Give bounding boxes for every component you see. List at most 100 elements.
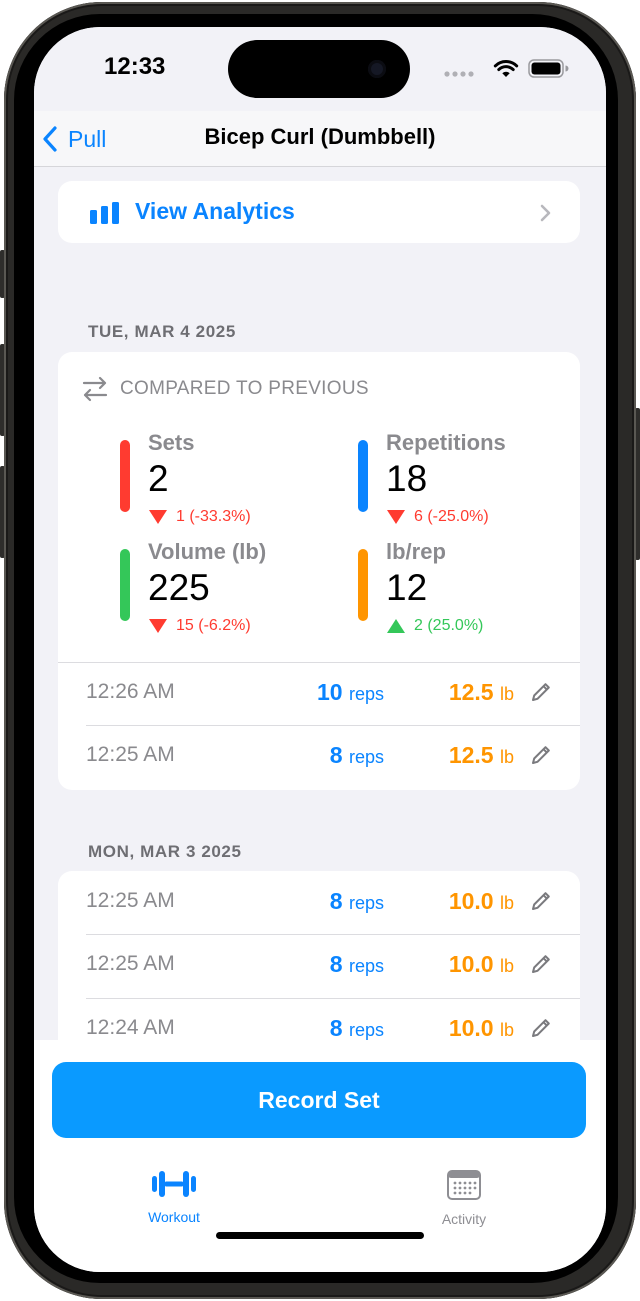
reps-value: 8 (329, 951, 343, 977)
view-analytics-label: View Analytics (135, 198, 295, 224)
reps-unit: reps (348, 893, 384, 913)
reps-unit: reps (348, 956, 384, 976)
tab-label: Workout (148, 1209, 200, 1225)
home-indicator[interactable] (216, 1232, 424, 1239)
weight-unit: lb (499, 747, 514, 767)
stat-value: 18 (386, 458, 428, 499)
weight-value: 10.0 (448, 1015, 494, 1040)
section-date-header: MON, MAR 3 2025 (88, 842, 242, 861)
weight-value: 12.5 (448, 742, 494, 768)
set-row[interactable]: 12:26 AM 10 reps 12.5 lb (58, 662, 580, 725)
page-title: Bicep Curl (Dumbbell) (204, 124, 436, 149)
tab-workout[interactable]: Workout (104, 1170, 244, 1225)
stat-color-bar (120, 549, 130, 621)
triangle-down-icon (149, 510, 167, 524)
volume-down-button (0, 466, 5, 558)
reps-value: 8 (329, 888, 343, 914)
bar-chart-icon (90, 202, 119, 224)
calendar-icon (447, 1170, 481, 1200)
stat-label: Volume (lb) (148, 539, 267, 564)
tab-label: Activity (441, 1211, 487, 1227)
set-row[interactable]: 12:25 AM 8 reps 12.5 lb (58, 725, 580, 788)
set-weight: 12.5 lb (449, 679, 514, 706)
stat-change: 6 (-25.0%) (386, 508, 489, 526)
record-set-button[interactable]: Record Set (52, 1062, 586, 1138)
stat-label: Repetitions (386, 430, 506, 455)
set-time: 12:25 AM (86, 952, 175, 975)
set-time: 12:24 AM (86, 1016, 175, 1039)
stat-value: 225 (148, 567, 210, 608)
tab-bar: Workout Activity (34, 1140, 606, 1272)
set-reps: 10 reps (317, 679, 384, 706)
power-button (635, 408, 640, 560)
triangle-up-icon (387, 619, 405, 633)
navigation-bar: Pull Bicep Curl (Dumbbell) (34, 111, 606, 167)
reps-value: 8 (329, 742, 343, 768)
screen: 12:33 Pull Bice (34, 27, 606, 1272)
set-time: 12:25 AM (86, 889, 175, 912)
pencil-icon[interactable] (530, 1017, 552, 1039)
stat-change-text: 15 (-6.2%) (176, 617, 251, 634)
camera-icon (368, 60, 386, 78)
set-weight: 10.0 lb (449, 1015, 514, 1040)
reps-value: 10 (317, 679, 343, 705)
set-row[interactable]: 12:25 AM 8 reps 10.0 lb (58, 934, 580, 997)
section-date-header: TUE, MAR 4 2025 (88, 322, 236, 341)
row-divider (58, 662, 580, 663)
volume-up-button (0, 344, 5, 436)
pencil-icon[interactable] (530, 681, 552, 703)
stat-label: Sets (148, 430, 195, 455)
stat-color-bar (358, 549, 368, 621)
set-reps: 8 reps (330, 951, 384, 978)
battery-icon (528, 59, 569, 78)
action-button (0, 250, 5, 298)
row-divider (86, 934, 580, 935)
status-time: 12:33 (104, 53, 166, 80)
stat-color-bar (120, 440, 130, 512)
set-time: 12:26 AM (86, 680, 175, 703)
set-row[interactable]: 12:25 AM 8 reps 10.0 lb (58, 871, 580, 934)
chevron-left-icon (43, 126, 57, 152)
triangle-down-icon (149, 619, 167, 633)
stat-change-text: 2 (25.0%) (414, 617, 484, 634)
workout-session-card: 12:25 AM 8 reps 10.0 lb 12:25 AM 8 reps … (58, 871, 580, 1040)
compare-arrows-icon (82, 376, 108, 402)
status-bar: 12:33 (34, 27, 606, 117)
stat-change-text: 1 (-33.3%) (176, 508, 251, 525)
set-reps: 8 reps (330, 1015, 384, 1040)
scroll-content[interactable]: View Analytics TUE, MAR 4 2025 COMPARED … (34, 167, 606, 1040)
wifi-icon (493, 60, 519, 77)
row-divider (86, 725, 580, 726)
set-reps: 8 reps (330, 742, 384, 769)
triangle-down-icon (387, 510, 405, 524)
weight-value: 10.0 (448, 888, 494, 914)
dynamic-island (228, 40, 410, 98)
cellular-signal-icon (444, 71, 474, 77)
pencil-icon[interactable] (530, 890, 552, 912)
pencil-icon[interactable] (530, 744, 552, 766)
view-analytics-button[interactable]: View Analytics (58, 181, 580, 243)
set-weight: 10.0 lb (449, 951, 514, 978)
pencil-icon[interactable] (530, 953, 552, 975)
status-icons (444, 59, 569, 78)
tab-activity[interactable]: Activity (394, 1170, 534, 1227)
stat-value: 12 (386, 567, 428, 608)
row-divider (86, 998, 580, 999)
back-label: Pull (68, 125, 107, 152)
stat-change: 15 (-6.2%) (148, 617, 251, 635)
workout-session-card: COMPARED TO PREVIOUS Sets 2 1 (-33.3%) R… (58, 352, 580, 790)
reps-unit: reps (348, 747, 384, 767)
set-weight: 10.0 lb (449, 888, 514, 915)
weight-value: 12.5 (448, 679, 494, 705)
compare-label: COMPARED TO PREVIOUS (120, 378, 369, 399)
stat-label: lb/rep (386, 539, 446, 564)
stat-change: 2 (25.0%) (386, 617, 483, 635)
stat-change: 1 (-33.3%) (148, 508, 251, 526)
stat-change-text: 6 (-25.0%) (414, 508, 489, 525)
weight-unit: lb (499, 684, 514, 704)
reps-unit: reps (348, 684, 384, 704)
back-button[interactable]: Pull (42, 119, 106, 159)
compare-header: COMPARED TO PREVIOUS (82, 374, 369, 404)
set-time: 12:25 AM (86, 743, 175, 766)
set-row[interactable]: 12:24 AM 8 reps 10.0 lb (58, 998, 580, 1040)
